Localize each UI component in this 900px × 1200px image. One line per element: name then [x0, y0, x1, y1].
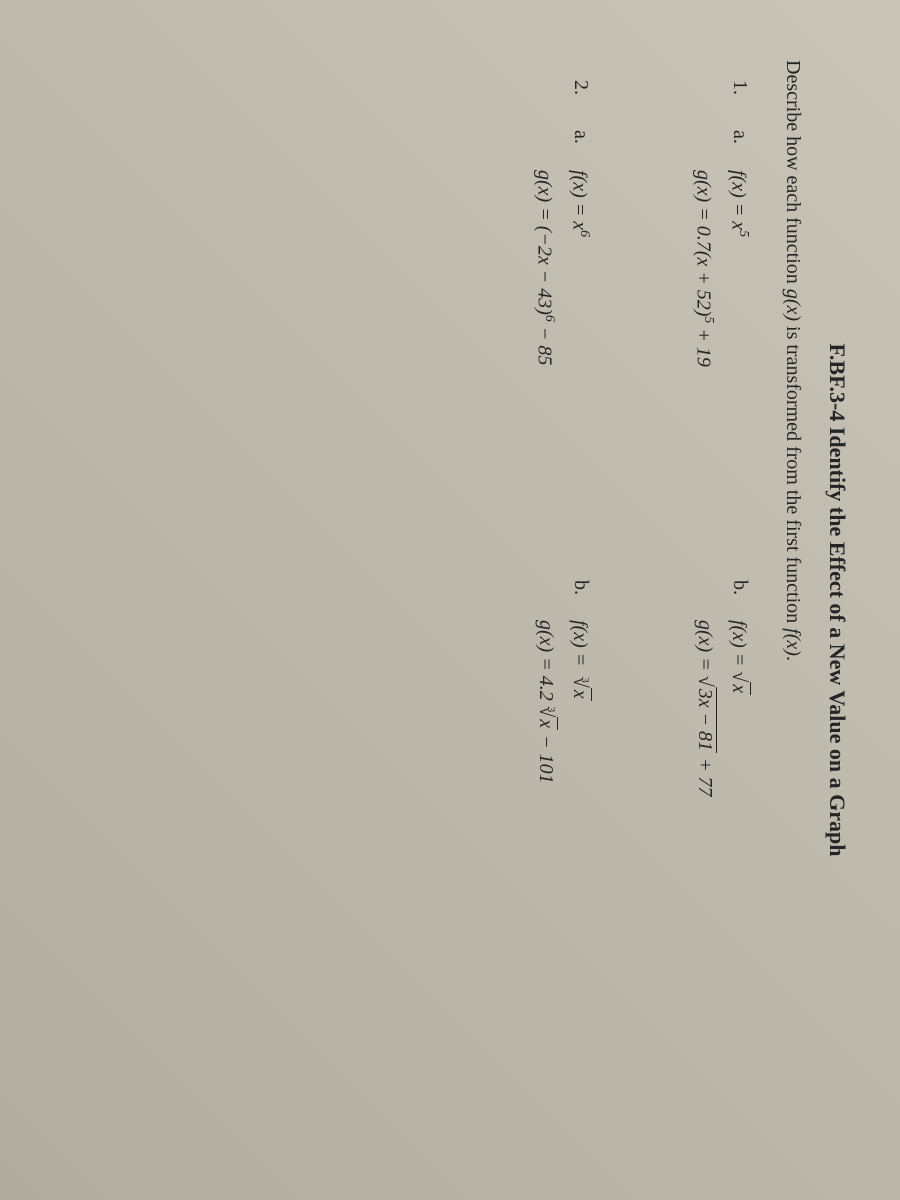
problem-row: 2. a. f(x) = x6 g(x) = (−2x − 43)6 − 85 … — [532, 80, 591, 1140]
problem-number: 1. — [692, 80, 751, 110]
cbrt-content: x — [534, 717, 558, 730]
g-suffix: + 77 — [694, 753, 716, 797]
sqrt-content: x — [727, 682, 751, 695]
sub-label: b. — [532, 580, 591, 600]
instruction-text: Describe how each function g(x) is trans… — [781, 60, 804, 1140]
sqrt-icon: √x — [727, 671, 751, 695]
cbrt-icon: 3√x — [568, 671, 592, 700]
f-expr: f(x) = x — [568, 170, 590, 230]
equation-group: f(x) = x6 g(x) = (−2x − 43)6 − 85 — [532, 170, 591, 365]
equation-group: f(x) = √x g(x) = √3x − 81 + 77 — [692, 620, 751, 797]
f-exponent: 6 — [577, 230, 592, 237]
sqrt-content: 3x − 81 — [693, 687, 717, 753]
problem-row: 1. a. f(x) = x5 g(x) = 0.7(x + 52)5 + 19… — [692, 80, 751, 1140]
instruction-prefix: Describe how each function — [782, 60, 804, 289]
function-g: g(x) = (−2x − 43)6 − 85 — [532, 170, 557, 365]
instruction-fx: f(x) — [782, 628, 804, 656]
cbrt-icon: 3√x — [534, 701, 558, 730]
f-prefix: f(x) = — [728, 620, 750, 671]
g-suffix: + 19 — [693, 323, 715, 367]
worksheet-page: F.BF.3-4 Identify the Effect of a New Va… — [0, 0, 900, 1200]
function-f: f(x) = √x — [727, 620, 751, 797]
sub-problem: 2. a. f(x) = x6 g(x) = (−2x − 43)6 − 85 — [532, 80, 591, 460]
g-exponent: 6 — [542, 315, 557, 322]
g-suffix: − 101 — [535, 730, 557, 784]
function-f: f(x) = x6 — [567, 170, 592, 365]
g-suffix: − 85 — [533, 322, 555, 366]
function-g: g(x) = √3x − 81 + 77 — [693, 620, 717, 797]
sub-label: a. — [532, 130, 591, 150]
g-prefix: g(x) = — [694, 620, 716, 676]
g-prefix: g(x) = 4.2 — [535, 620, 557, 701]
function-f: f(x) = 3√x — [568, 620, 592, 784]
g-prefix: g(x) = 0.7(x + 52) — [693, 170, 715, 316]
worksheet-title: F.BF.3-4 Identify the Effect of a New Va… — [824, 60, 850, 1140]
instruction-suffix: . — [782, 656, 804, 661]
sqrt-icon: √3x − 81 — [693, 676, 717, 753]
f-exponent: 5 — [736, 230, 751, 237]
cbrt-content: x — [568, 688, 592, 701]
g-prefix: g(x) = (−2x − 43) — [533, 170, 555, 315]
f-prefix: f(x) = — [569, 620, 591, 671]
sub-label: a. — [692, 130, 751, 150]
sub-problem: b. f(x) = √x g(x) = √3x − 81 + 77 — [692, 580, 751, 797]
equation-group: f(x) = 3√x g(x) = 4.23√x − 101 — [532, 620, 591, 784]
problem-number: 2. — [532, 80, 591, 110]
sub-problem: 1. a. f(x) = x5 g(x) = 0.7(x + 52)5 + 19 — [692, 80, 751, 460]
f-expr: f(x) = x — [727, 170, 749, 230]
instruction-mid: is transformed from the first function — [782, 321, 804, 628]
equation-group: f(x) = x5 g(x) = 0.7(x + 52)5 + 19 — [692, 170, 751, 367]
sub-problem: b. f(x) = 3√x g(x) = 4.23√x − 101 — [532, 580, 591, 784]
function-g: g(x) = 4.23√x − 101 — [534, 620, 558, 784]
instruction-gx: g(x) — [782, 289, 804, 321]
function-g: g(x) = 0.7(x + 52)5 + 19 — [692, 170, 717, 367]
sub-label: b. — [692, 580, 751, 600]
problem-list: 1. a. f(x) = x5 g(x) = 0.7(x + 52)5 + 19… — [532, 60, 751, 1140]
function-f: f(x) = x5 — [726, 170, 751, 367]
